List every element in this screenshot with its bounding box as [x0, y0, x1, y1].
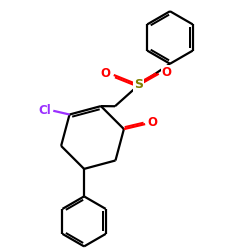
Text: Cl: Cl	[38, 104, 51, 117]
Text: O: O	[162, 66, 172, 79]
Text: O: O	[101, 67, 111, 80]
Text: O: O	[148, 116, 158, 129]
Text: S: S	[134, 78, 143, 92]
